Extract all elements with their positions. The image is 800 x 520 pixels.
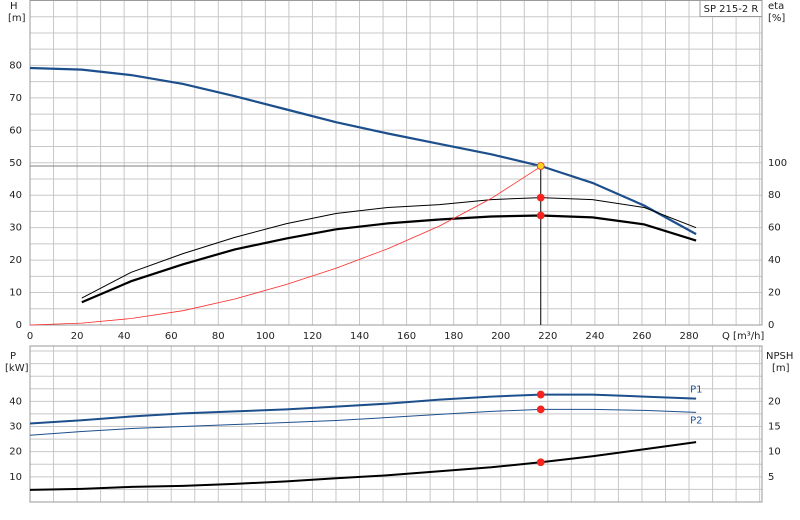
y-axis-unit: [m] (8, 13, 26, 24)
series-label: P2 (690, 415, 702, 426)
x-tick-label: 40 (118, 331, 131, 342)
y2-axis-unit: [%] (768, 13, 785, 24)
x-axis-label: Q [m³/h] (722, 331, 764, 342)
y-axis-label: P (10, 351, 16, 362)
duty-point (536, 193, 545, 202)
y-tick-label: 40 (9, 396, 22, 407)
curve (29, 166, 542, 326)
duty-point (536, 405, 545, 414)
y2-axis-unit: [m] (772, 363, 790, 374)
x-tick-label: 120 (303, 331, 322, 342)
curve (81, 197, 697, 299)
y2-tick-label: 20 (768, 396, 781, 407)
y2-axis-label: NPSH (766, 351, 793, 362)
y-tick-label: 10 (9, 288, 22, 299)
y2-tick-label: 5 (768, 472, 774, 483)
y2-tick-label: 60 (768, 223, 781, 234)
curve (29, 441, 697, 491)
x-tick-label: 140 (350, 331, 369, 342)
x-tick-label: 80 (212, 331, 225, 342)
chart-title: SP 215-2 R (704, 4, 759, 15)
y-tick-label: 20 (9, 447, 22, 458)
y2-tick-label: 15 (768, 422, 781, 433)
y-tick-label: 10 (9, 472, 22, 483)
title-box (699, 0, 763, 17)
x-tick-label: 180 (444, 331, 463, 342)
x-tick-label: 160 (397, 331, 416, 342)
duty-point (536, 390, 545, 399)
plot-frame (29, 0, 763, 326)
y2-tick-label: 0 (768, 320, 774, 331)
y-tick-label: 30 (9, 223, 22, 234)
y-tick-label: 20 (9, 255, 22, 266)
duty-point (536, 162, 545, 170)
y-tick-label: 80 (9, 60, 22, 71)
curve (81, 214, 697, 304)
x-tick-label: 100 (256, 331, 275, 342)
y-tick-label: 30 (9, 422, 22, 433)
curve (29, 66, 697, 236)
curve (29, 408, 697, 436)
y-tick-label: 0 (16, 320, 22, 331)
y-tick-label: 40 (9, 190, 22, 201)
y-axis-label: H (10, 1, 18, 12)
plot-frame (29, 345, 763, 503)
series-label: P1 (690, 385, 702, 396)
duty-point (536, 211, 545, 220)
x-tick-label: 0 (27, 331, 33, 342)
y2-tick-label: 100 (768, 158, 787, 169)
y2-tick-label: 20 (768, 288, 781, 299)
x-tick-label: 280 (679, 331, 698, 342)
y-tick-label: 70 (9, 93, 22, 104)
x-tick-label: 200 (491, 331, 510, 342)
y2-axis-label: eta (768, 1, 784, 12)
y2-tick-label: 10 (768, 447, 781, 458)
duty-point (536, 458, 545, 467)
x-tick-label: 20 (71, 331, 84, 342)
y-tick-label: 60 (9, 125, 22, 136)
y2-tick-label: 80 (768, 190, 781, 201)
y2-tick-label: 40 (768, 255, 781, 266)
y-axis-unit: [kW] (5, 363, 29, 374)
y-tick-label: 50 (9, 158, 22, 169)
x-tick-label: 260 (632, 331, 651, 342)
curve (29, 393, 697, 425)
x-tick-label: 220 (538, 331, 557, 342)
x-tick-label: 240 (585, 331, 604, 342)
x-tick-label: 60 (165, 331, 178, 342)
